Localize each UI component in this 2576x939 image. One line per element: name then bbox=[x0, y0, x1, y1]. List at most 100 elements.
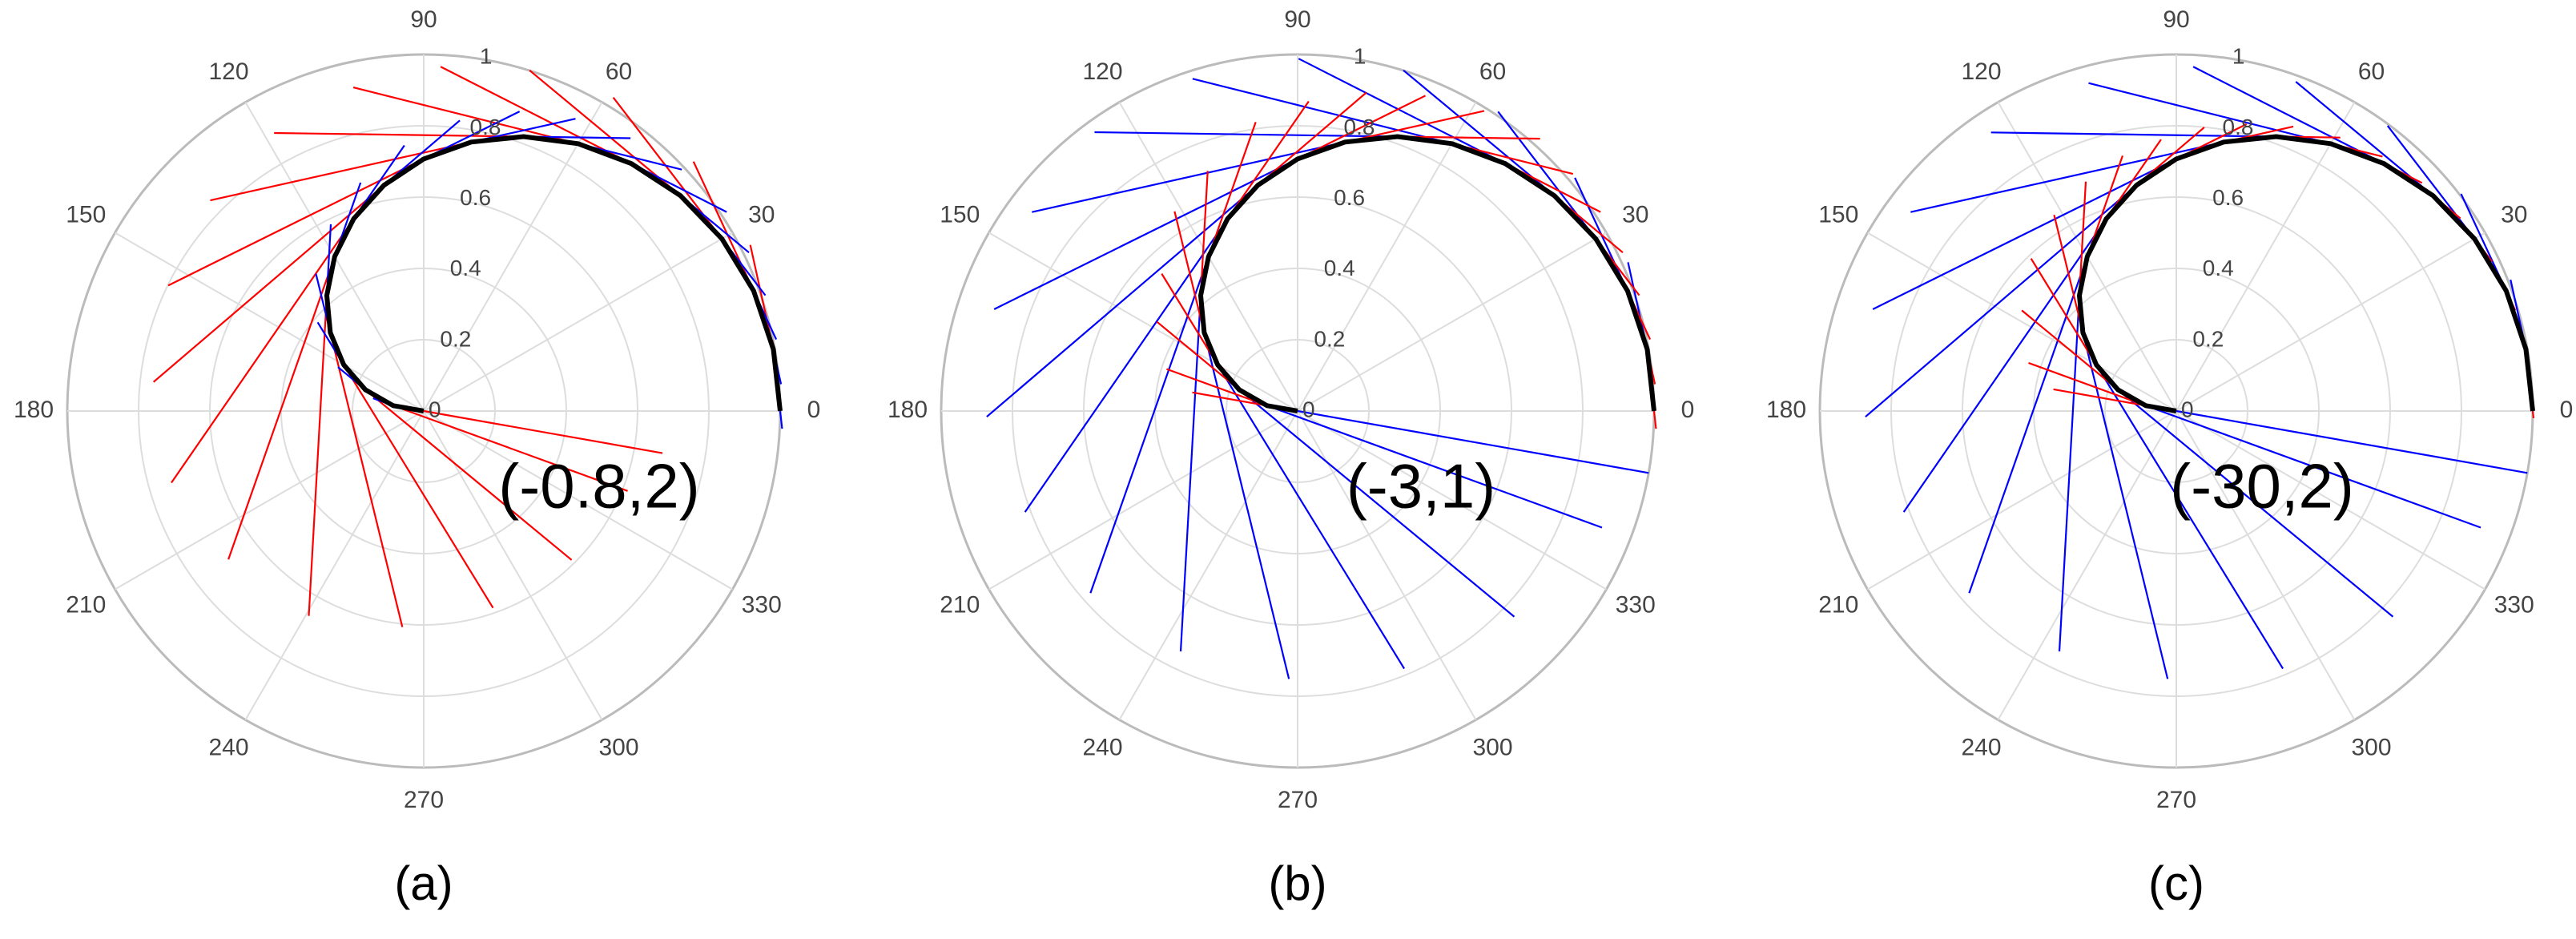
angle-label: 30 bbox=[1622, 201, 1648, 228]
r-tick-label: 0.6 bbox=[460, 185, 491, 210]
angle-label: 0 bbox=[1681, 397, 1695, 423]
angle-label: 150 bbox=[66, 201, 106, 228]
angle-label: 120 bbox=[1082, 58, 1122, 85]
ray bbox=[1199, 171, 1209, 296]
angle-label: 90 bbox=[2163, 6, 2189, 33]
spoke bbox=[1297, 232, 1607, 412]
curve bbox=[2077, 134, 2535, 413]
ray bbox=[1297, 95, 1427, 160]
r-tick-label: 0 bbox=[429, 397, 441, 421]
ray bbox=[2145, 405, 2481, 529]
ray bbox=[986, 184, 1259, 417]
angle-label: 0 bbox=[807, 397, 821, 423]
r-tick-label: 0 bbox=[1302, 397, 1315, 421]
ray bbox=[2095, 364, 2284, 670]
ray bbox=[352, 87, 578, 145]
ray bbox=[1192, 78, 1452, 145]
ray bbox=[2088, 82, 2331, 145]
spoke bbox=[1118, 410, 1298, 720]
angle-label: 270 bbox=[2156, 787, 2196, 813]
r-tick-label: 1 bbox=[1354, 44, 1366, 69]
ray bbox=[1173, 211, 1205, 333]
spoke bbox=[1997, 410, 2177, 720]
r-tick-label: 0.4 bbox=[450, 256, 481, 280]
caption: (a) bbox=[394, 856, 453, 910]
annotation: (-3,1) bbox=[1346, 451, 1495, 522]
r-tick-label: 0.6 bbox=[1334, 185, 1365, 210]
angle-label: 60 bbox=[2358, 58, 2385, 85]
spoke bbox=[115, 410, 425, 590]
ray bbox=[392, 405, 628, 492]
ray bbox=[1094, 131, 1398, 138]
spoke bbox=[1297, 410, 1607, 590]
r-tick-label: 0.6 bbox=[2212, 185, 2244, 210]
ray bbox=[1161, 273, 1219, 365]
ray bbox=[1968, 256, 2088, 594]
ray bbox=[364, 389, 573, 561]
angle-label: 150 bbox=[940, 201, 980, 228]
ray bbox=[2053, 214, 2084, 333]
ray bbox=[1166, 368, 1268, 407]
angle-label: 330 bbox=[1616, 591, 1656, 618]
ray bbox=[2531, 410, 2535, 418]
r-tick-label: 0 bbox=[2181, 397, 2194, 421]
angle-label: 330 bbox=[742, 591, 782, 618]
ray bbox=[1266, 405, 1603, 529]
spoke bbox=[1867, 232, 2177, 412]
spoke bbox=[988, 232, 1298, 412]
r-tick-label: 0.2 bbox=[440, 326, 471, 351]
angle-label: 180 bbox=[1766, 397, 1806, 423]
caption: (c) bbox=[2148, 856, 2204, 910]
r-tick-label: 0.8 bbox=[1344, 115, 1375, 139]
ray bbox=[152, 184, 385, 383]
ray bbox=[2192, 66, 2385, 165]
angle-label: 210 bbox=[1818, 591, 1858, 618]
spoke bbox=[2176, 410, 2485, 590]
ray bbox=[2082, 332, 2169, 679]
r-tick-label: 0.4 bbox=[2203, 256, 2234, 280]
spoke bbox=[115, 232, 425, 412]
ray bbox=[1238, 389, 1515, 618]
angle-label: 150 bbox=[1818, 201, 1858, 228]
ray bbox=[1990, 131, 2276, 138]
r-tick-label: 0.2 bbox=[2192, 326, 2224, 351]
curve bbox=[324, 134, 783, 413]
ray bbox=[1297, 409, 1649, 474]
r-tick-label: 0.8 bbox=[2223, 115, 2254, 139]
ray bbox=[1865, 184, 2138, 417]
ray bbox=[2117, 389, 2394, 618]
angle-label: 30 bbox=[2501, 201, 2527, 228]
ray bbox=[1032, 141, 1346, 213]
ray bbox=[993, 158, 1298, 310]
angle-label: 270 bbox=[404, 787, 444, 813]
ray bbox=[779, 410, 783, 429]
angle-label: 30 bbox=[748, 201, 775, 228]
angle-label: 120 bbox=[1961, 58, 2001, 85]
ray bbox=[423, 409, 663, 454]
r-tick-label: 0.2 bbox=[1314, 326, 1345, 351]
angle-label: 240 bbox=[1082, 735, 1122, 761]
ray bbox=[440, 66, 632, 165]
ray bbox=[2386, 125, 2476, 240]
r-tick-label: 0.8 bbox=[470, 115, 501, 139]
spoke bbox=[1867, 410, 2177, 590]
ray bbox=[2028, 361, 2147, 407]
ray bbox=[1089, 256, 1210, 594]
angle-label: 90 bbox=[410, 6, 437, 33]
ray bbox=[1207, 121, 1257, 257]
r-tick-label: 1 bbox=[2232, 44, 2245, 69]
ray bbox=[1910, 141, 2224, 213]
ray bbox=[1203, 332, 1290, 679]
ray bbox=[2030, 258, 2098, 365]
ray bbox=[529, 69, 682, 196]
spoke bbox=[1297, 102, 1477, 412]
ray bbox=[1652, 410, 1657, 429]
ray bbox=[1397, 135, 1540, 140]
angle-label: 240 bbox=[1961, 735, 2001, 761]
ray bbox=[1156, 320, 1240, 391]
angle-label: 300 bbox=[2351, 735, 2391, 761]
angle-label: 60 bbox=[606, 58, 632, 85]
spoke bbox=[988, 410, 1298, 590]
ray bbox=[2078, 181, 2087, 296]
